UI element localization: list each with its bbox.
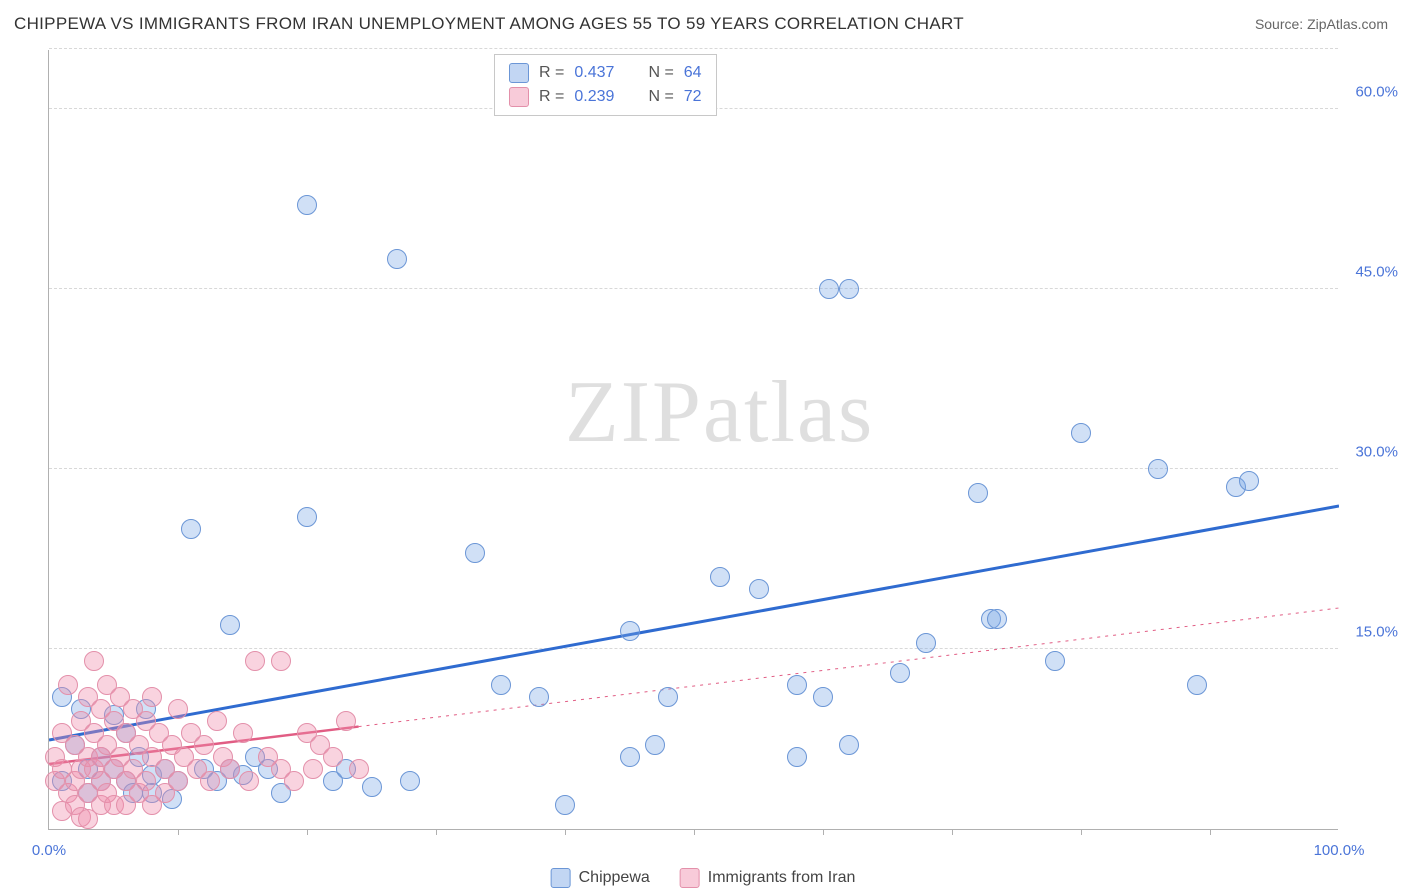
data-point (555, 795, 575, 815)
data-point (1187, 675, 1207, 695)
data-point (181, 519, 201, 539)
data-point (194, 735, 214, 755)
data-point (749, 579, 769, 599)
data-point (987, 609, 1007, 629)
data-point (710, 567, 730, 587)
data-point (239, 771, 259, 791)
data-point (84, 651, 104, 671)
data-point (968, 483, 988, 503)
data-point (303, 759, 323, 779)
y-tick-label: 30.0% (1355, 444, 1398, 461)
data-point (1071, 423, 1091, 443)
data-point (916, 633, 936, 653)
legend-item: Immigrants from Iran (680, 868, 856, 888)
data-point (1148, 459, 1168, 479)
data-point (323, 747, 343, 767)
source-attribution: Source: ZipAtlas.com (1255, 16, 1388, 32)
y-tick-label: 45.0% (1355, 264, 1398, 281)
data-point (200, 771, 220, 791)
data-point (491, 675, 511, 695)
data-point (168, 699, 188, 719)
data-point (136, 771, 156, 791)
data-point (362, 777, 382, 797)
n-value: 64 (684, 64, 702, 82)
data-point (168, 771, 188, 791)
data-point (387, 249, 407, 269)
data-point (1239, 471, 1259, 491)
data-point (58, 675, 78, 695)
chart-title: CHIPPEWA VS IMMIGRANTS FROM IRAN UNEMPLO… (14, 14, 964, 34)
series-swatch (680, 868, 700, 888)
gridline (49, 648, 1338, 649)
data-point (645, 735, 665, 755)
data-point (787, 675, 807, 695)
data-point (271, 651, 291, 671)
data-point (890, 663, 910, 683)
x-tick-label: 0.0% (32, 842, 66, 859)
r-label: R = (539, 64, 564, 82)
y-tick-label: 60.0% (1355, 84, 1398, 101)
series-swatch (509, 63, 529, 83)
r-label: R = (539, 88, 564, 106)
legend-item: Chippewa (551, 868, 650, 888)
data-point (220, 759, 240, 779)
data-point (813, 687, 833, 707)
y-tick-label: 15.0% (1355, 624, 1398, 641)
gridline (49, 468, 1338, 469)
data-point (284, 771, 304, 791)
data-point (349, 759, 369, 779)
data-point (465, 543, 485, 563)
data-point (620, 747, 640, 767)
data-point (839, 735, 859, 755)
r-value: 0.437 (574, 64, 614, 82)
data-point (233, 723, 253, 743)
data-point (297, 507, 317, 527)
n-label: N = (648, 64, 673, 82)
data-point (245, 651, 265, 671)
data-point (220, 615, 240, 635)
series-swatch (509, 87, 529, 107)
data-point (207, 711, 227, 731)
data-point (336, 711, 356, 731)
legend-label: Immigrants from Iran (708, 869, 856, 887)
n-value: 72 (684, 88, 702, 106)
data-point (620, 621, 640, 641)
data-point (1045, 651, 1065, 671)
data-point (400, 771, 420, 791)
correlation-stats-box: R = 0.437 N = 64 R = 0.239 N = 72 (494, 54, 717, 116)
n-label: N = (648, 88, 673, 106)
gridline (49, 288, 1338, 289)
watermark: ZIPatlas (565, 362, 874, 463)
series-swatch (551, 868, 571, 888)
x-tick-label: 100.0% (1314, 842, 1365, 859)
data-point (819, 279, 839, 299)
data-point (787, 747, 807, 767)
data-point (142, 687, 162, 707)
legend-label: Chippewa (579, 869, 650, 887)
legend: Chippewa Immigrants from Iran (551, 868, 856, 888)
data-point (839, 279, 859, 299)
r-value: 0.239 (574, 88, 614, 106)
data-point (529, 687, 549, 707)
data-point (658, 687, 678, 707)
data-point (297, 195, 317, 215)
scatter-plot-area: 15.0%30.0%45.0%60.0%0.0%100.0%ZIPatlasR … (48, 50, 1338, 830)
